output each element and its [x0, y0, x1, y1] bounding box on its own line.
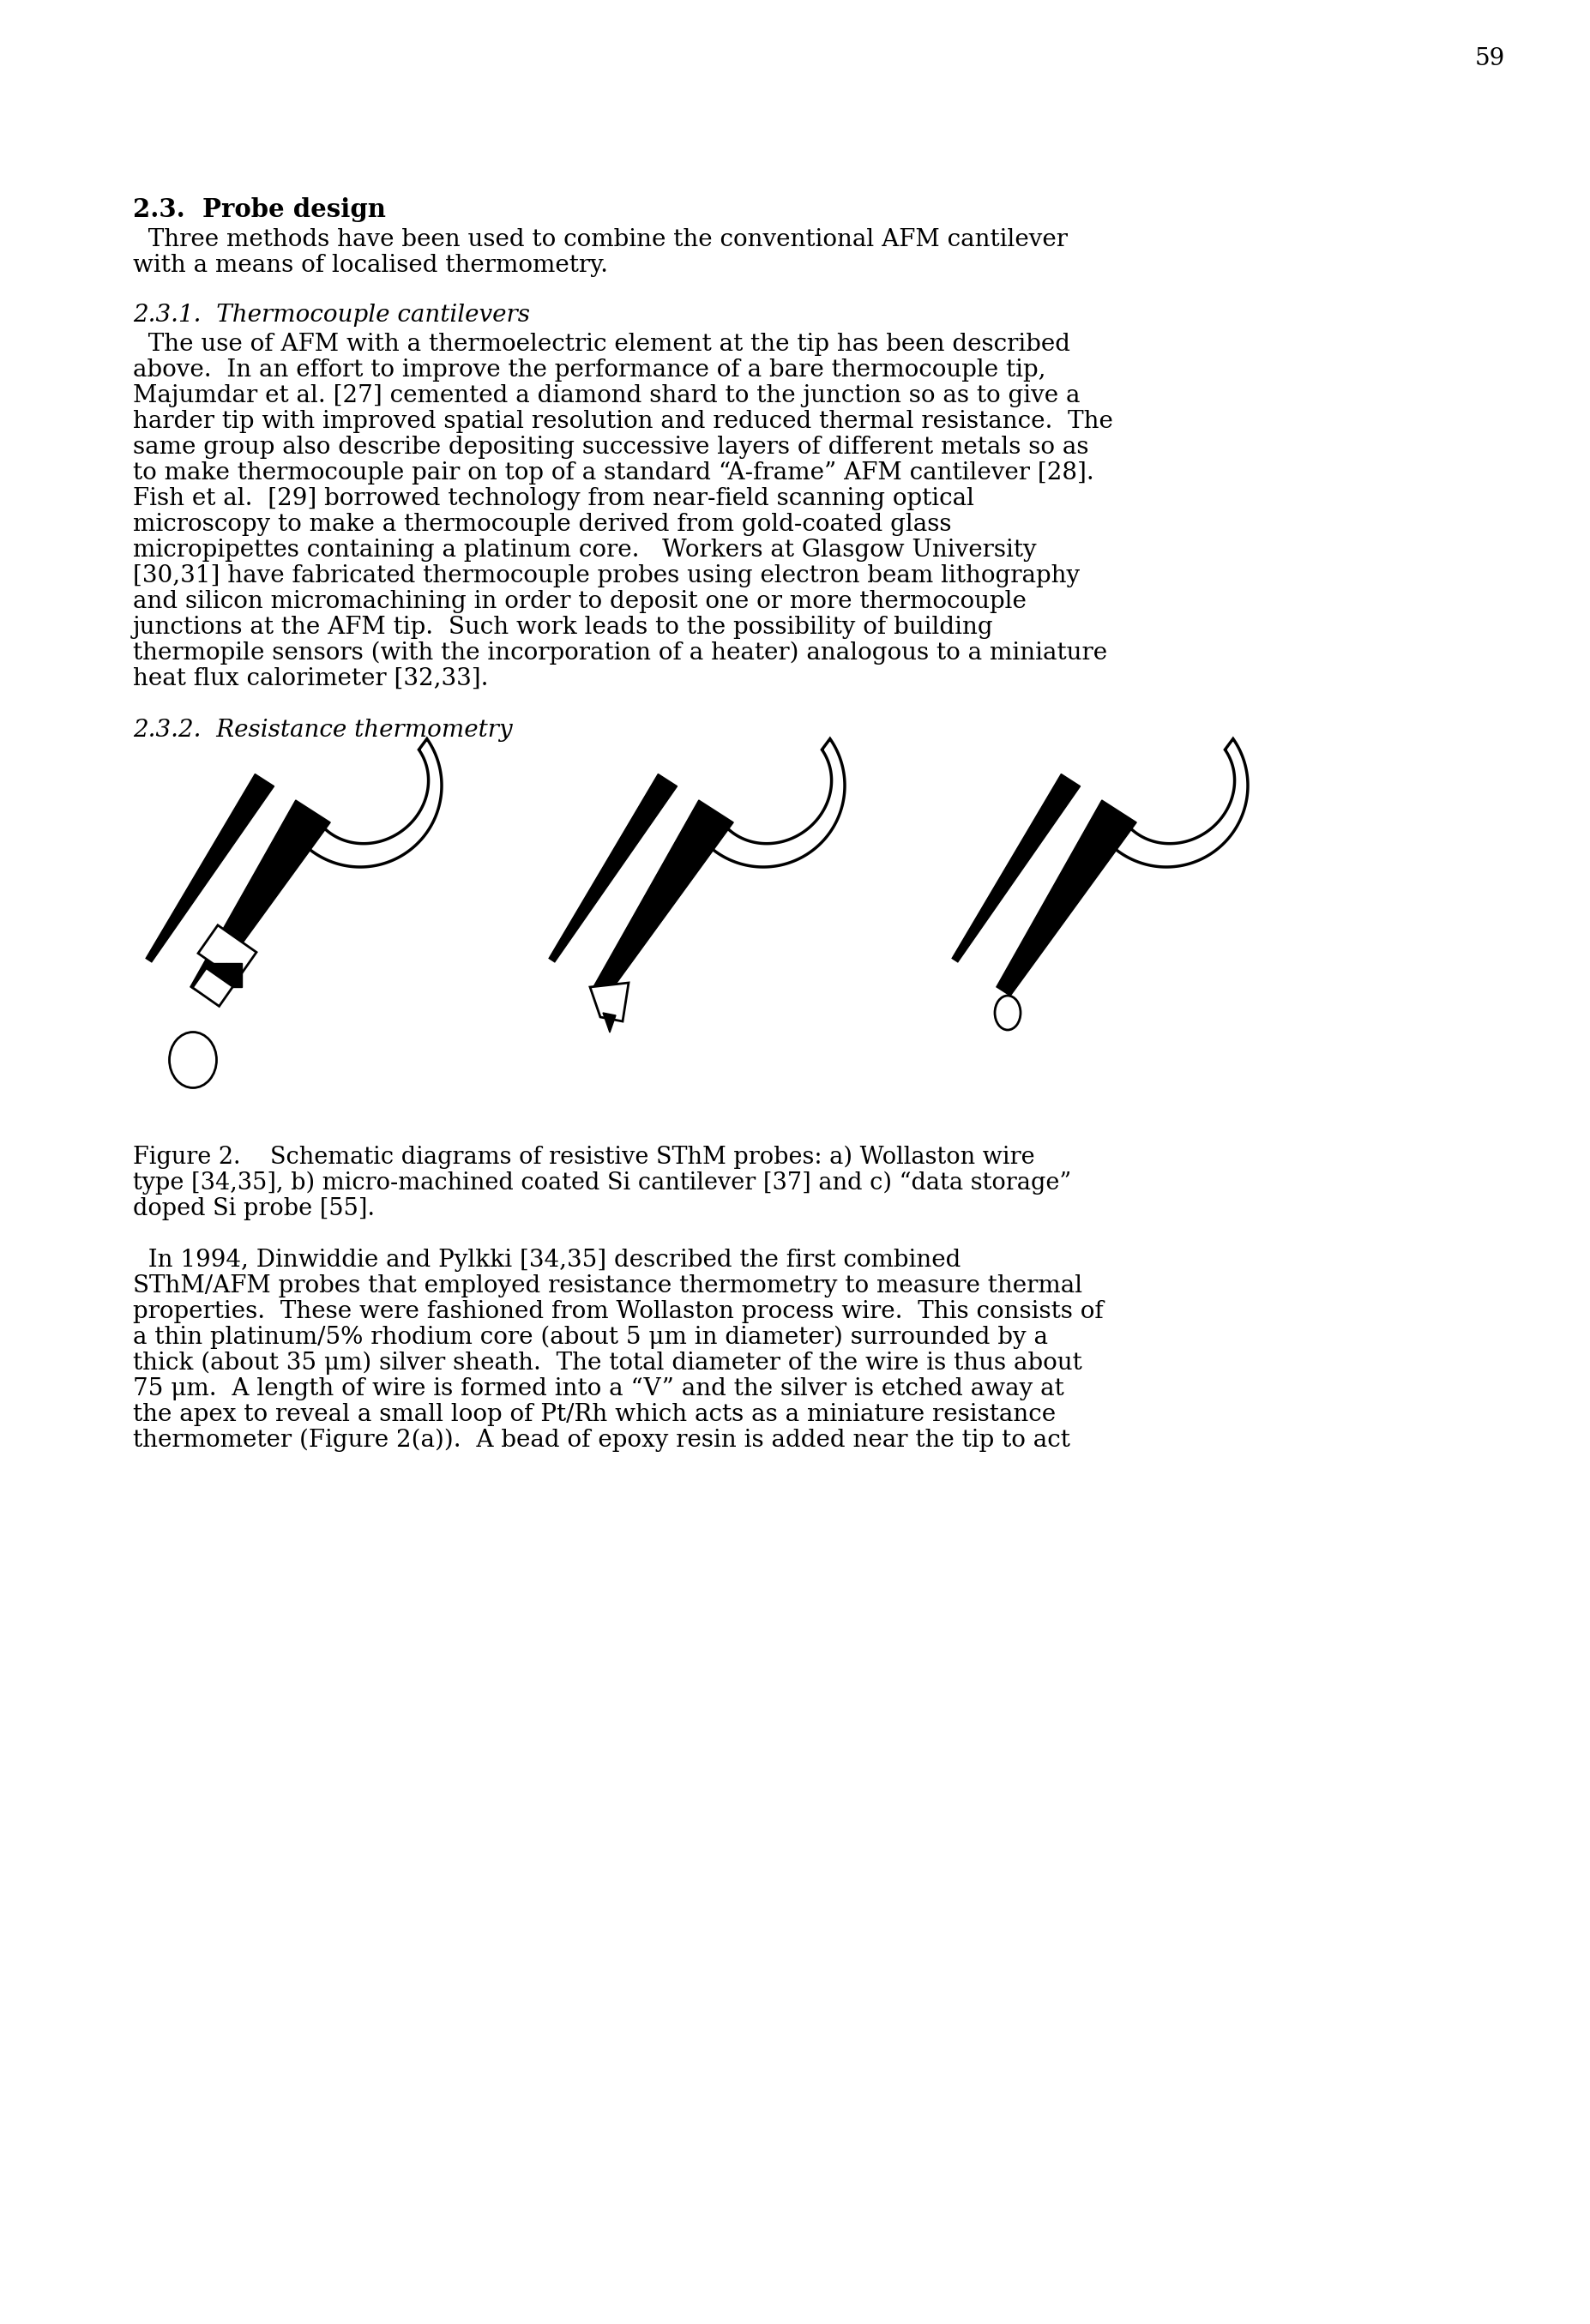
Text: The use of AFM with a thermoelectric element at the tip has been described: The use of AFM with a thermoelectric ele…: [134, 332, 1070, 356]
Text: SThM/AFM probes that employed resistance thermometry to measure thermal: SThM/AFM probes that employed resistance…: [134, 1274, 1083, 1297]
Polygon shape: [146, 774, 273, 962]
Text: In 1994, Dinwiddie and Pylkki [34,35] described the first combined: In 1994, Dinwiddie and Pylkki [34,35] de…: [134, 1248, 960, 1271]
Text: 59: 59: [1476, 46, 1506, 70]
Text: microscopy to make a thermocouple derived from gold-coated glass: microscopy to make a thermocouple derive…: [134, 514, 951, 537]
Text: 2.3.2.  Resistance thermometry: 2.3.2. Resistance thermometry: [134, 718, 512, 741]
Text: 2.3.1.  Thermocouple cantilevers: 2.3.1. Thermocouple cantilevers: [134, 304, 529, 328]
Polygon shape: [294, 739, 442, 867]
Text: properties.  These were fashioned from Wollaston process wire.  This consists of: properties. These were fashioned from Wo…: [134, 1299, 1103, 1322]
Polygon shape: [226, 962, 242, 988]
Polygon shape: [590, 983, 628, 1020]
Text: [30,31] have fabricated thermocouple probes using electron beam lithography: [30,31] have fabricated thermocouple pro…: [134, 565, 1080, 588]
Text: Figure 2.    Schematic diagrams of resistive SThM probes: a) Wollaston wire: Figure 2. Schematic diagrams of resistiv…: [134, 1146, 1035, 1169]
Text: heat flux calorimeter [32,33].: heat flux calorimeter [32,33].: [134, 667, 488, 690]
Polygon shape: [1100, 739, 1248, 867]
Text: above.  In an effort to improve the performance of a bare thermocouple tip,: above. In an effort to improve the perfo…: [134, 358, 1046, 381]
Polygon shape: [549, 774, 677, 962]
Text: 2.3.  Probe design: 2.3. Probe design: [134, 198, 386, 223]
Polygon shape: [696, 739, 844, 867]
Text: thermopile sensors (with the incorporation of a heater) analogous to a miniature: thermopile sensors (with the incorporati…: [134, 641, 1107, 665]
Text: junctions at the AFM tip.  Such work leads to the possibility of building: junctions at the AFM tip. Such work lead…: [134, 616, 994, 639]
Text: thick (about 35 μm) silver sheath.  The total diameter of the wire is thus about: thick (about 35 μm) silver sheath. The t…: [134, 1353, 1083, 1376]
Text: micropipettes containing a platinum core.   Workers at Glasgow University: micropipettes containing a platinum core…: [134, 539, 1037, 562]
Text: Fish et al.  [29] borrowed technology from near-field scanning optical: Fish et al. [29] borrowed technology fro…: [134, 488, 975, 511]
Text: thermometer (Figure 2(a)).  A bead of epoxy resin is added near the tip to act: thermometer (Figure 2(a)). A bead of epo…: [134, 1429, 1070, 1452]
Text: a thin platinum/5% rhodium core (about 5 μm in diameter) surrounded by a: a thin platinum/5% rhodium core (about 5…: [134, 1325, 1048, 1350]
Ellipse shape: [170, 1032, 216, 1088]
Polygon shape: [191, 799, 331, 995]
Text: Majumdar et al. [27] cemented a diamond shard to the junction so as to give a: Majumdar et al. [27] cemented a diamond …: [134, 383, 1080, 407]
Polygon shape: [199, 925, 256, 981]
Polygon shape: [603, 1013, 615, 1032]
Text: harder tip with improved spatial resolution and reduced thermal resistance.  The: harder tip with improved spatial resolut…: [134, 409, 1113, 432]
Polygon shape: [192, 967, 232, 1006]
Text: to make thermocouple pair on top of a standard “A-frame” AFM cantilever [28].: to make thermocouple pair on top of a st…: [134, 462, 1094, 483]
Text: 75 μm.  A length of wire is formed into a “V” and the silver is etched away at: 75 μm. A length of wire is formed into a…: [134, 1378, 1064, 1401]
Text: same group also describe depositing successive layers of different metals so as: same group also describe depositing succ…: [134, 435, 1089, 458]
Text: Three methods have been used to combine the conventional AFM cantilever: Three methods have been used to combine …: [134, 228, 1068, 251]
Polygon shape: [952, 774, 1080, 962]
Text: type [34,35], b) micro-machined coated Si cantilever [37] and c) “data storage”: type [34,35], b) micro-machined coated S…: [134, 1171, 1072, 1195]
Polygon shape: [211, 962, 226, 988]
Text: doped Si probe [55].: doped Si probe [55].: [134, 1197, 375, 1220]
Polygon shape: [593, 799, 733, 995]
Text: with a means of localised thermometry.: with a means of localised thermometry.: [134, 253, 607, 277]
Text: and silicon micromachining in order to deposit one or more thermocouple: and silicon micromachining in order to d…: [134, 590, 1027, 614]
Text: the apex to reveal a small loop of Pt/Rh which acts as a miniature resistance: the apex to reveal a small loop of Pt/Rh…: [134, 1404, 1056, 1427]
Ellipse shape: [995, 995, 1021, 1030]
Polygon shape: [997, 799, 1137, 995]
